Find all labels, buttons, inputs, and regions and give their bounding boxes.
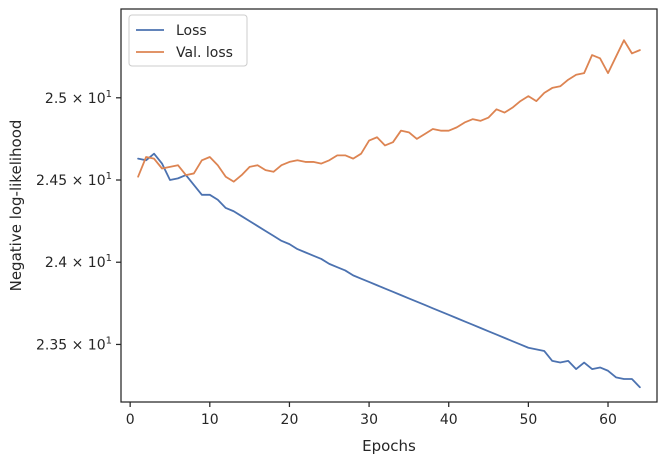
x-tick-label: 0 — [126, 412, 135, 428]
x-tick-label: 60 — [599, 412, 617, 428]
y-tick-label: 2.4 × 101 — [45, 253, 112, 271]
y-axis-label: Negative log-likelihood — [7, 120, 25, 292]
x-tick-label: 50 — [519, 412, 537, 428]
y-tick-exponent: 1 — [106, 335, 112, 346]
y-tick-exponent: 1 — [106, 253, 112, 264]
x-tick-label: 20 — [281, 412, 299, 428]
legend-label-val-loss: Val. loss — [176, 45, 233, 61]
y-tick-label: 2.45 × 101 — [36, 171, 112, 189]
x-tick-label: 40 — [440, 412, 458, 428]
y-axis: 2.35 × 101 2.4 × 101 2.45 × 101 2.5 × 101 — [36, 89, 121, 353]
y-tick-label: 2.5 × 101 — [45, 89, 112, 107]
legend-box — [128, 14, 248, 67]
y-tick-label: 2.35 × 101 — [36, 335, 112, 353]
series-line-loss — [137, 152, 641, 389]
plot-lines — [137, 39, 641, 389]
legend-label-loss: Loss — [176, 23, 207, 39]
series-line-val-loss — [137, 39, 641, 183]
legend: Loss Val. loss — [128, 14, 248, 67]
y-tick-exponent: 1 — [106, 89, 112, 100]
x-axis: 0 10 20 30 40 50 60 — [126, 402, 617, 428]
y-tick-exponent: 1 — [106, 171, 112, 182]
x-tick-label: 10 — [201, 412, 219, 428]
x-axis-label: Epochs — [362, 437, 416, 455]
axes-frame — [120, 8, 658, 403]
x-tick-label: 30 — [360, 412, 378, 428]
